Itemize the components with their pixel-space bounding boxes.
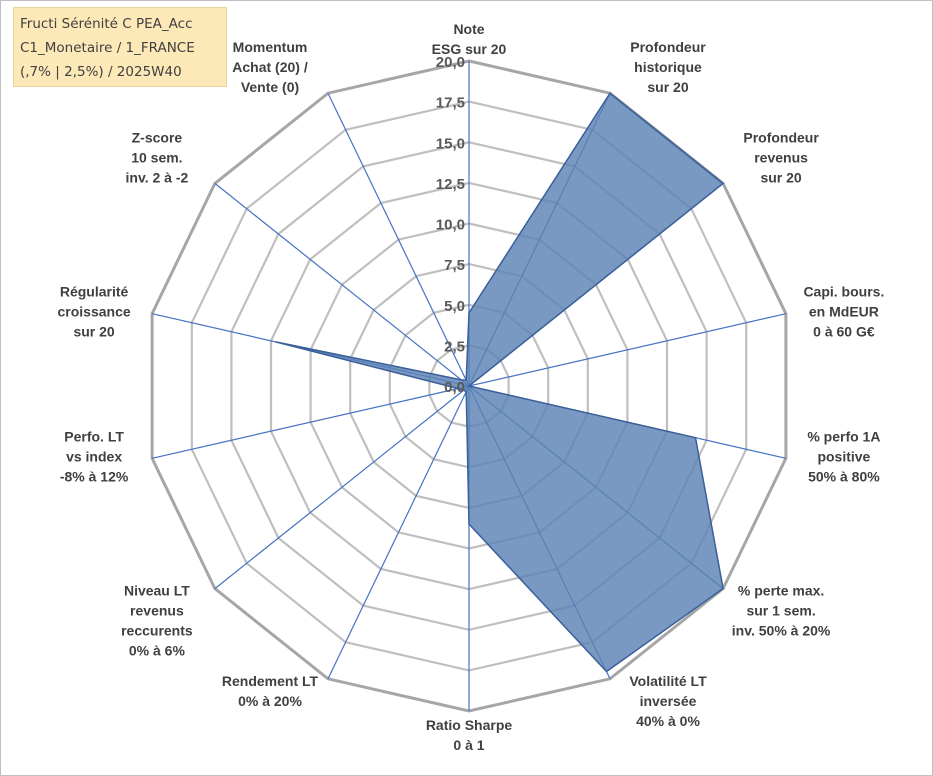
tick-label: 5,0 bbox=[444, 298, 465, 315]
axis-label: % perfo 1A positive 50% à 80% bbox=[807, 428, 880, 484]
axis-label: Momentum Achat (20) / Vente (0) bbox=[232, 39, 308, 95]
tick-labels: 0,0 2,5 5,0 7,5 10,0 12,5 15,0 17,5 20,0 bbox=[436, 54, 465, 396]
tick-label: 17,5 bbox=[436, 95, 465, 112]
axis-spoke bbox=[214, 385, 470, 590]
series-area bbox=[275, 92, 725, 673]
tick-label: 0,0 bbox=[444, 379, 465, 396]
axis-spoke bbox=[151, 385, 470, 459]
axis-label: Profondeur revenus sur 20 bbox=[743, 129, 819, 185]
tick-label: 2,5 bbox=[444, 338, 465, 355]
axis-label: Capi. bours. en MdEUR 0 à 60 G€ bbox=[803, 284, 884, 340]
axis-label: Note ESG sur 20 bbox=[432, 21, 507, 57]
tick-label: 20,0 bbox=[436, 54, 465, 71]
tick-label: 15,0 bbox=[436, 135, 465, 152]
axis-label: Profondeur historique sur 20 bbox=[630, 39, 706, 95]
axis-label: Niveau LT revenus reccurents 0% à 6% bbox=[121, 583, 193, 659]
axis-label: % perte max. sur 1 sem. inv. 50% à 20% bbox=[732, 583, 831, 639]
axis-label: Perfo. LT vs index -8% à 12% bbox=[60, 428, 129, 484]
fund-name: Fructi Sérénité C PEA_Acc bbox=[20, 16, 193, 32]
fund-category: C1_Monetaire / 1_FRANCE bbox=[20, 40, 195, 56]
axis-spoke bbox=[468, 313, 787, 387]
series-polygon bbox=[275, 92, 725, 673]
axis-spoke bbox=[327, 92, 470, 387]
axis-labels: Note ESG sur 20 Profondeur historique sur 20… bbox=[58, 21, 885, 753]
axis-label: Volatilité LT inversée 40% à 0% bbox=[629, 673, 707, 729]
axis-spoke bbox=[214, 182, 470, 387]
axis-label: Z-score 10 sem. inv. 2 à -2 bbox=[126, 129, 189, 185]
tick-label: 10,0 bbox=[436, 217, 465, 234]
axis-label: Régularité croissance sur 20 bbox=[58, 284, 131, 340]
axis-label: Ratio Sharpe 0 à 1 bbox=[426, 717, 513, 753]
axis-label: Rendement LT 0% à 20% bbox=[222, 673, 319, 709]
fund-info-box: Fructi Sérénité C PEA_Acc C1_Monetaire /… bbox=[13, 7, 227, 87]
tick-label: 12,5 bbox=[436, 176, 465, 193]
tick-label: 7,5 bbox=[444, 257, 465, 274]
fund-fees-week: (,7% | 2,5%) / 2025W40 bbox=[20, 64, 182, 80]
axis-spoke bbox=[327, 385, 470, 680]
